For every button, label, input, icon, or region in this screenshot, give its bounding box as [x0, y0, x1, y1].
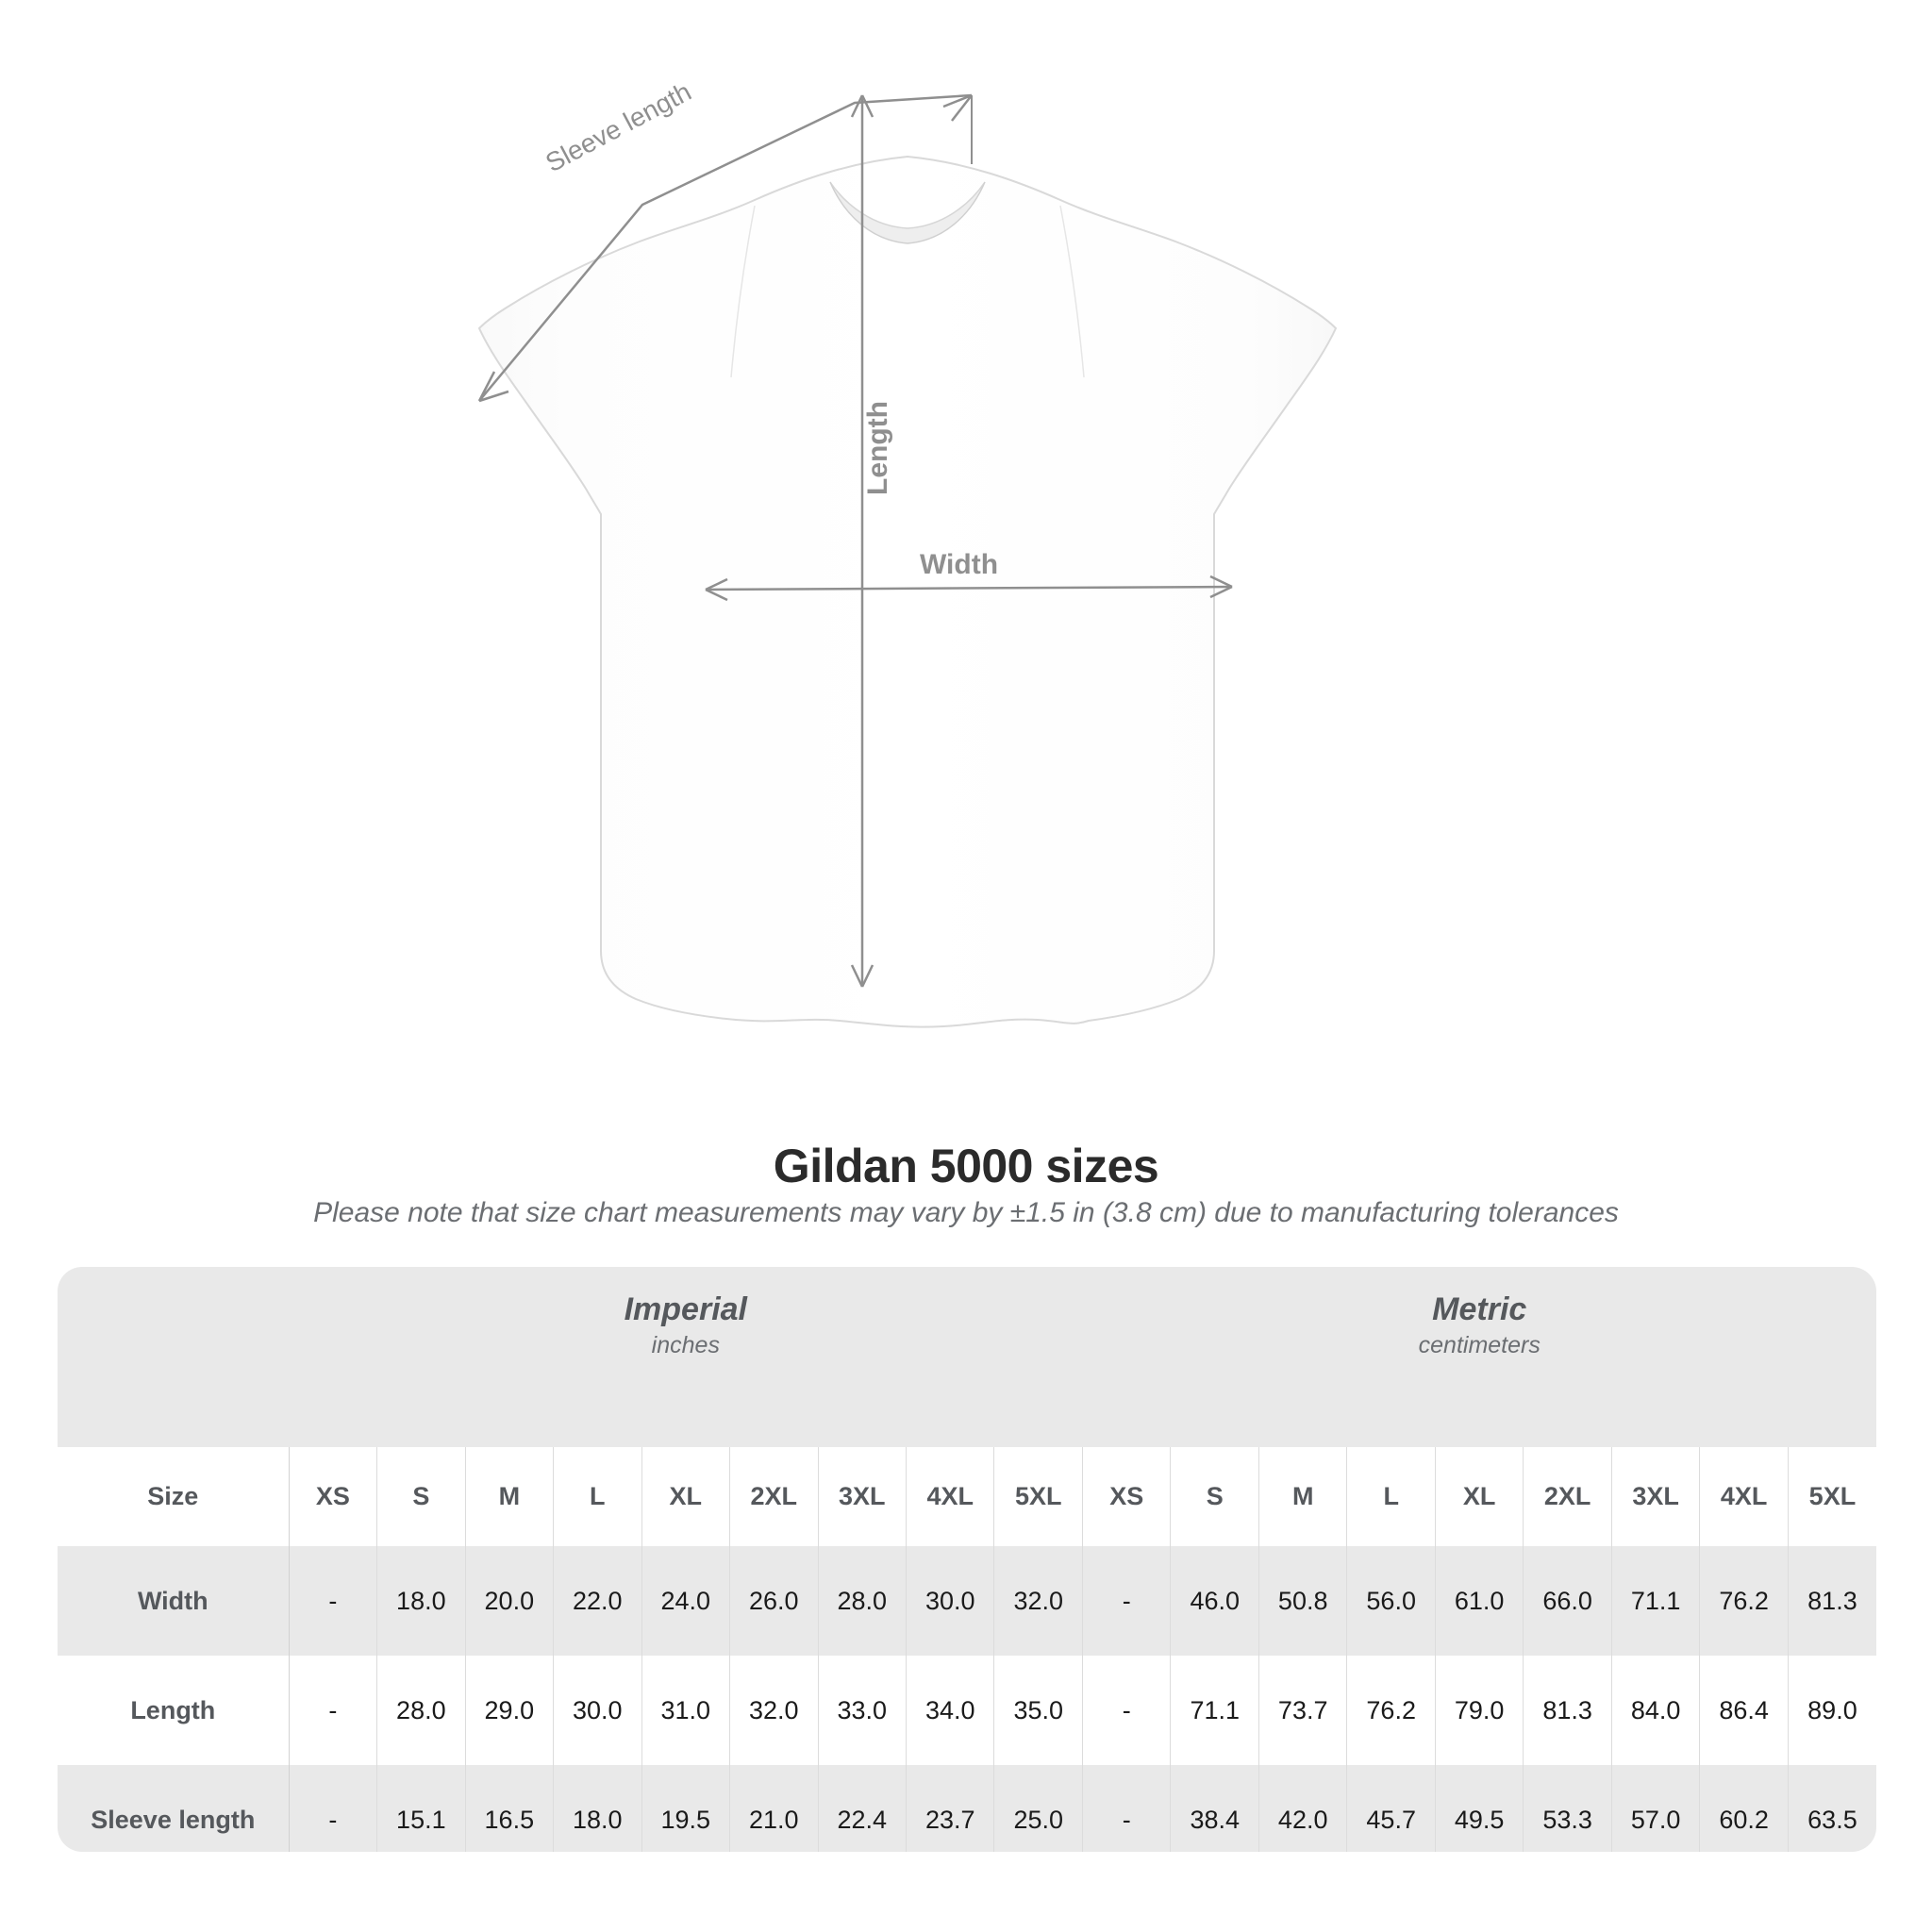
svg-text:Length: Length	[862, 401, 893, 495]
svg-text:Sleeve length: Sleeve length	[541, 76, 695, 177]
svg-text:Width: Width	[920, 549, 998, 580]
